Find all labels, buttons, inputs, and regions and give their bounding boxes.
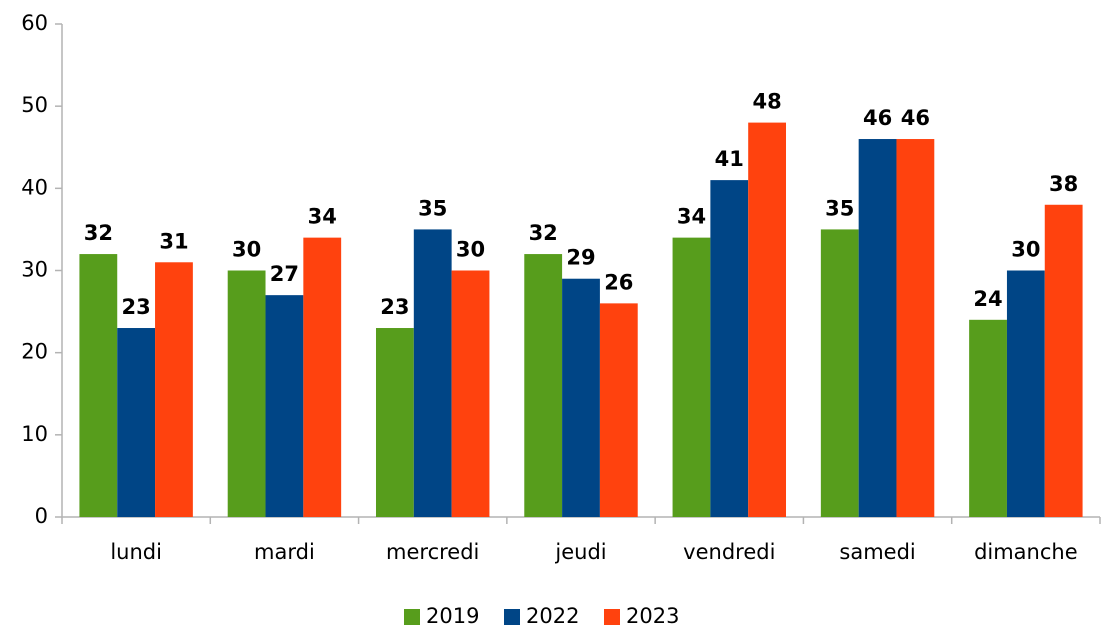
bar [227,270,266,517]
bar [858,139,897,518]
legend-swatch [404,609,420,625]
bar [1044,204,1083,517]
y-tick-label: 60 [21,11,48,35]
data-label: 35 [418,196,447,220]
data-label: 48 [752,90,781,114]
bar [303,237,342,517]
legend-swatch [604,609,620,625]
data-label: 34 [677,205,706,229]
bar [265,295,304,517]
data-label: 34 [308,205,337,229]
data-label: 35 [825,196,854,220]
bar [820,229,859,517]
data-label: 46 [901,106,930,130]
y-tick-label: 30 [21,258,48,282]
bar [562,278,600,517]
data-label: 46 [863,106,892,130]
bar [451,270,490,517]
y-tick-label: 50 [21,93,48,117]
y-tick-label: 40 [21,175,48,199]
bar [599,303,638,517]
data-label: 29 [566,246,595,270]
y-tick-label: 20 [21,340,48,364]
data-label: 23 [122,295,151,319]
bar [155,262,193,517]
x-tick-label: mercredi [386,540,479,564]
x-tick-label: dimanche [974,540,1078,564]
x-tick-label: lundi [110,540,162,564]
data-label: 27 [270,262,299,286]
legend-label: 2023 [626,604,679,627]
legend-label: 2019 [426,604,479,627]
data-label: 30 [232,238,261,262]
y-tick-label: 0 [35,504,48,528]
x-tick-label: jeudi [554,540,606,564]
data-label: 23 [380,295,409,319]
legend-label: 2022 [526,604,579,627]
data-label: 31 [159,229,188,253]
bar [672,237,711,517]
data-label: 26 [604,270,633,294]
bar [710,180,749,517]
data-label: 24 [973,287,1002,311]
bar [79,254,118,518]
bar [413,229,452,517]
y-tick-label: 10 [21,422,48,446]
bar [748,122,787,517]
bar [969,319,1007,517]
bar [375,328,414,517]
data-label: 41 [715,147,744,171]
x-tick-label: mardi [254,540,315,564]
data-label: 32 [529,221,558,245]
x-tick-label: vendredi [683,540,775,564]
bar [524,254,563,518]
data-label: 30 [456,238,485,262]
data-label: 38 [1049,172,1078,196]
data-label: 32 [84,221,113,245]
bar [896,139,935,518]
legend-swatch [504,609,520,625]
x-tick-label: samedi [839,540,915,564]
bar [117,328,156,517]
bar [1006,270,1045,517]
data-label: 30 [1011,238,1040,262]
